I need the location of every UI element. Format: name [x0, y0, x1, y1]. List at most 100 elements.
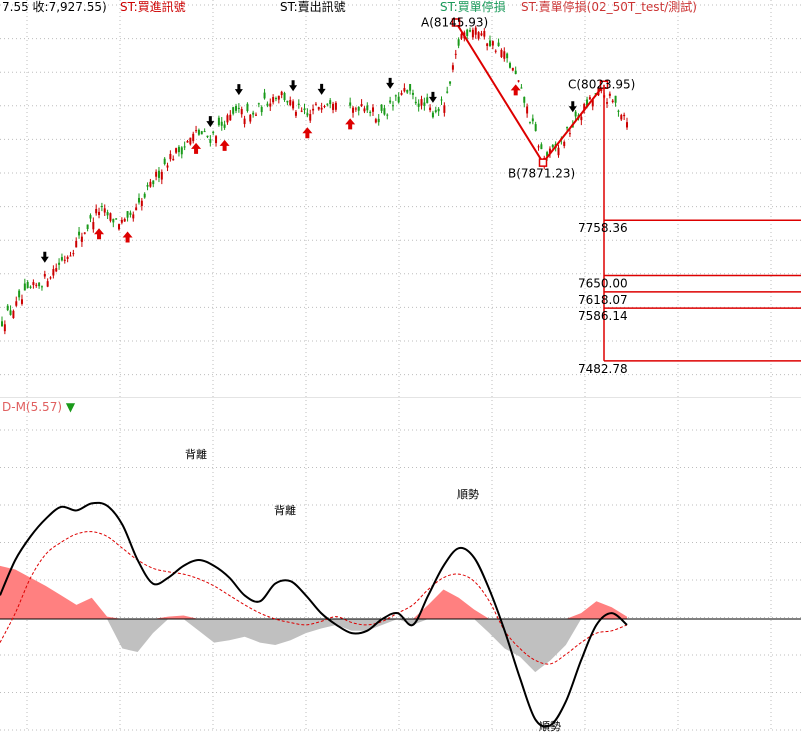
- candle-up: [486, 43, 489, 47]
- candle-down: [112, 218, 115, 223]
- candle-down: [18, 290, 21, 298]
- candle-down: [326, 103, 329, 105]
- candle-down: [528, 121, 531, 123]
- candle-down: [594, 93, 597, 95]
- candle-up: [491, 41, 494, 46]
- candle-up: [215, 136, 218, 144]
- candle-down: [100, 206, 103, 208]
- candle-up: [192, 133, 195, 142]
- candle-up: [323, 106, 326, 108]
- candle-up: [314, 103, 317, 105]
- candle-up: [600, 88, 603, 91]
- candle-up: [568, 133, 571, 135]
- candle-up: [400, 93, 403, 95]
- candle-down: [40, 286, 43, 288]
- candle-down: [177, 146, 180, 153]
- candle-down: [223, 124, 226, 128]
- candle-down: [386, 114, 389, 116]
- candle-down: [9, 310, 12, 315]
- candle-down: [146, 185, 149, 187]
- projection-level-label: 7482.78: [578, 362, 628, 376]
- candle-up: [249, 114, 252, 122]
- candle-down: [434, 110, 437, 112]
- candle-down: [209, 139, 212, 143]
- candle-up: [120, 219, 123, 223]
- candle-down: [534, 124, 537, 131]
- abc-point-marker: [538, 158, 548, 167]
- candle-up: [95, 208, 98, 214]
- signal-sell-entry-label: ST:賣出訊號: [280, 0, 346, 14]
- triangle-down-icon: ▼: [65, 400, 76, 414]
- candle-down: [235, 105, 238, 111]
- candle-down: [303, 108, 306, 111]
- candle-down: [200, 131, 203, 135]
- candle-down: [237, 107, 240, 109]
- candle-up: [517, 80, 520, 82]
- candle-up: [132, 214, 135, 219]
- candle-down: [183, 146, 186, 148]
- candle-down: [523, 96, 526, 103]
- candle-down: [411, 92, 414, 95]
- candle-up: [69, 255, 72, 257]
- candle-down: [369, 111, 372, 113]
- candle-up: [420, 99, 423, 106]
- candle-up: [72, 253, 75, 255]
- price-chart[interactable]: A(8145.93) B(7871.23) C(8023.95) 7758.36 765…: [0, 0, 801, 398]
- candle-up: [195, 130, 198, 132]
- candle-down: [38, 282, 41, 287]
- candle-down: [106, 212, 109, 216]
- candle-down: [389, 100, 392, 103]
- candle-down: [431, 112, 434, 118]
- oscillator-annotation: 背離: [185, 447, 207, 461]
- candle-down: [26, 282, 29, 288]
- candle-up: [98, 211, 101, 216]
- candle-down: [506, 53, 509, 59]
- candle-up: [46, 281, 49, 287]
- candle-up: [3, 324, 6, 332]
- sell-arrow-icon: [317, 83, 326, 95]
- candle-down: [497, 42, 500, 47]
- candle-down: [397, 96, 400, 103]
- candle-up: [374, 119, 377, 123]
- candle-down: [29, 286, 32, 288]
- candle-down: [540, 144, 543, 150]
- oscillator-annotation: 順勢: [457, 487, 479, 501]
- candle-up: [511, 67, 514, 71]
- candle-up: [280, 91, 283, 96]
- abc-label-a: A(8145.93): [421, 15, 488, 29]
- candle-up: [155, 171, 158, 177]
- projection-level-label: 7586.14: [578, 309, 628, 323]
- candle-down: [514, 70, 517, 74]
- abc-label-c: C(8023.95): [568, 78, 635, 92]
- candle-down: [466, 29, 469, 36]
- candle-down: [617, 110, 620, 112]
- candle-up: [80, 236, 83, 242]
- candle-down: [89, 215, 92, 219]
- candle-down: [203, 131, 206, 133]
- sell-arrow-icon: [568, 101, 577, 113]
- candle-up: [563, 141, 566, 146]
- candle-down: [489, 40, 492, 46]
- abc-label-b: B(7871.23): [508, 167, 575, 181]
- candle-down: [417, 103, 420, 107]
- candle-up: [118, 224, 121, 230]
- candle-up: [471, 29, 474, 38]
- candle-up: [149, 181, 152, 187]
- candle-up: [15, 301, 18, 306]
- buy-arrow-icon: [510, 84, 521, 96]
- sell-arrow-icon: [386, 77, 395, 89]
- candle-up: [292, 101, 295, 109]
- candle-down: [394, 95, 397, 97]
- sell-arrow-icon: [289, 80, 298, 92]
- candle-down: [143, 193, 146, 198]
- candle-down: [306, 113, 309, 116]
- price-info: 7.55 收:7,927.55): [2, 0, 107, 14]
- candle-up: [606, 102, 609, 104]
- candle-down: [220, 121, 223, 126]
- candle-up: [588, 97, 591, 100]
- candle-up: [451, 65, 454, 70]
- candle-down: [391, 105, 394, 107]
- candle-up: [320, 107, 323, 110]
